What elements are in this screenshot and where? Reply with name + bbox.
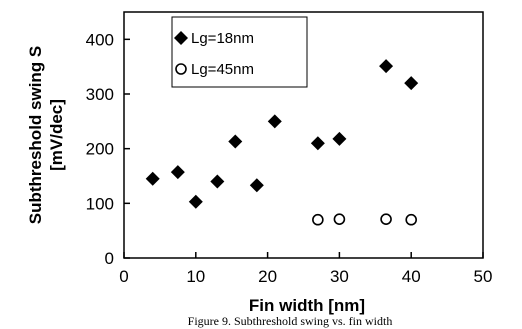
legend-marker-diamond: [174, 31, 188, 45]
y-axis-title-line1: Subthreshold swing S: [26, 46, 45, 225]
data-point-open-circle: [380, 213, 392, 225]
x-axis-title: Fin width [nm]: [249, 296, 365, 315]
x-tick-label: 30: [330, 267, 349, 286]
legend: Lg=18nm Lg=45nm: [171, 16, 308, 88]
x-tick-label: 40: [402, 267, 421, 286]
figure-caption: Figure 9. Subthreshold swing vs. fin wid…: [188, 314, 393, 328]
data-point-open-circle: [312, 213, 324, 226]
data-point-diamond: [188, 194, 203, 209]
data-point-diamond: [310, 136, 325, 151]
y-axis-title-line2: [mV/dec]: [47, 99, 66, 171]
x-tick-label: 10: [186, 267, 205, 286]
data-point-open-circle: [405, 213, 418, 226]
data-point-diamond: [210, 174, 225, 189]
y-tick-labels: 0 100 200 300 400: [86, 30, 114, 268]
x-tick-label: 0: [119, 267, 128, 286]
legend-marker-open-circle: [175, 63, 187, 75]
plot-area-frame: [123, 11, 484, 259]
axis-ticks: [123, 38, 484, 259]
y-tick-label: 0: [105, 249, 114, 268]
data-point-diamond: [332, 131, 347, 146]
y-tick-label: 300: [86, 85, 114, 104]
x-tick-labels: 0 10 20 30 40 50: [119, 267, 492, 286]
legend-box: [171, 16, 308, 88]
legend-label: Lg=18nm: [191, 30, 254, 47]
y-tick-label: 100: [86, 194, 114, 213]
data-points: [145, 59, 419, 226]
legend-label: Lg=45nm: [191, 61, 254, 78]
x-tick-label: 50: [474, 267, 493, 286]
data-point-diamond: [249, 178, 264, 193]
y-tick-label: 400: [86, 30, 114, 49]
data-point-open-circle: [333, 213, 346, 225]
x-tick-label: 20: [258, 267, 277, 286]
data-point-diamond: [145, 171, 160, 186]
data-point-diamond: [404, 76, 419, 91]
data-point-diamond: [379, 59, 394, 74]
data-point-diamond: [170, 165, 185, 180]
data-point-diamond: [267, 114, 282, 129]
y-tick-label: 200: [86, 140, 114, 159]
data-point-diamond: [228, 134, 243, 149]
